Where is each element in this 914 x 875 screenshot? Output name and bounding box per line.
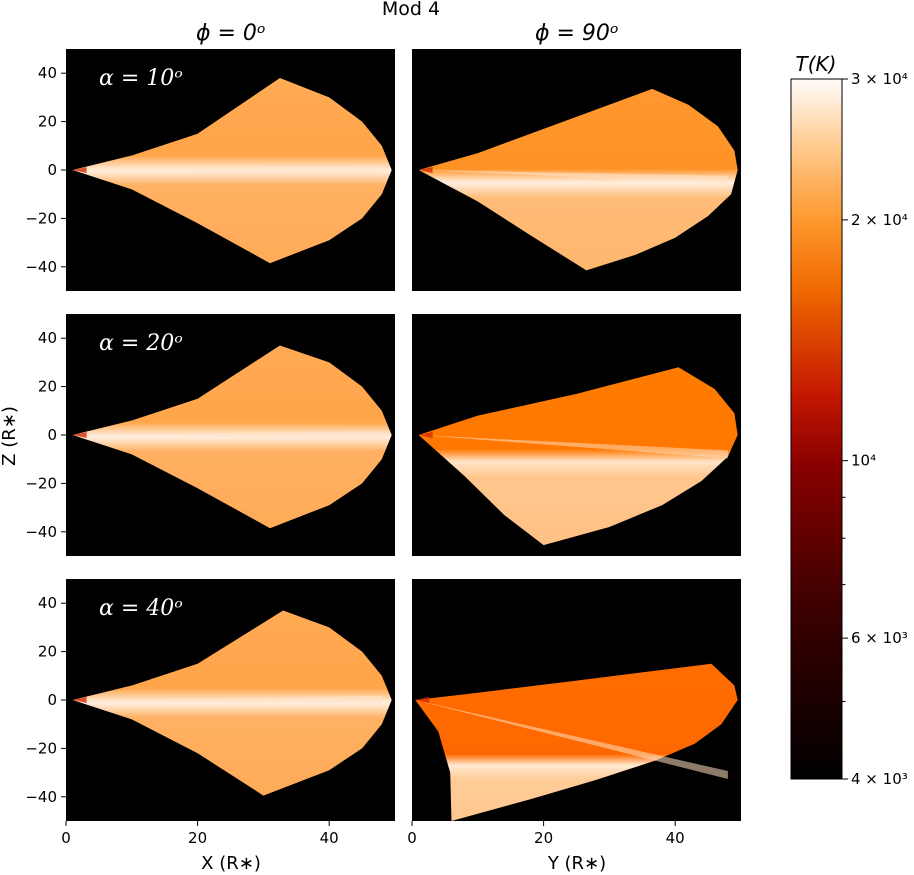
inner-hot-tip	[72, 167, 87, 173]
inner-hot-tip	[72, 697, 87, 703]
colorbar-tick-label: 4 × 10³	[851, 770, 908, 788]
x-tick-label: 0	[61, 829, 71, 847]
y-tick-label: −20	[25, 209, 57, 227]
y-tick-label: −40	[25, 523, 57, 541]
y-tick-label: 40	[38, 594, 57, 612]
y-tick-label: −40	[25, 788, 57, 806]
inner-hot-tip	[418, 432, 433, 438]
alpha-label: α = 40ᵒ	[99, 596, 183, 621]
y-tick-label: 20	[38, 113, 57, 131]
alpha-label: α = 20ᵒ	[99, 331, 183, 356]
column-title-phi-90: ϕ = 90ᵒ	[535, 21, 619, 46]
equatorial-streak	[72, 696, 382, 704]
colorbar-tick-label: 3 × 10⁴	[851, 70, 908, 88]
y-tick-label: 40	[38, 64, 57, 82]
wind-temperature-region	[72, 610, 392, 796]
inner-hot-tip	[415, 697, 430, 703]
wind-temperature-region	[418, 367, 738, 546]
equatorial-streak	[72, 431, 382, 439]
panel-r2-c1	[412, 579, 741, 821]
y-tick-label: 20	[38, 643, 57, 661]
equatorial-streak	[415, 700, 728, 780]
x-axis-label-left: X (R∗)	[201, 853, 261, 874]
x-tick-label: 0	[407, 829, 417, 847]
x-tick-label: 40	[666, 829, 685, 847]
colorbar: T(K) 3 × 10⁴ 2 × 10⁴ 10⁴ 6 × 10³ 4 × 10³	[790, 52, 908, 788]
alpha-label: α = 10ᵒ	[99, 66, 183, 91]
panel-r0-c1	[412, 49, 741, 291]
y-tick-label: −20	[25, 739, 57, 757]
y-tick-label: 0	[47, 426, 57, 444]
inner-hot-tip	[72, 432, 87, 438]
wind-temperature-region	[418, 88, 738, 271]
colorbar-tick-label: 10⁴	[851, 452, 876, 470]
y-tick-label: 20	[38, 378, 57, 396]
panel-r1-c0: α = 20ᵒ	[66, 314, 395, 556]
x-tick-label: 20	[188, 829, 207, 847]
colorbar-ticks: 3 × 10⁴ 2 × 10⁴ 10⁴ 6 × 10³ 4 × 10³	[842, 70, 908, 788]
colorbar-tick-label: 2 × 10⁴	[851, 211, 908, 229]
panel-r2-c0: α = 40ᵒ	[66, 579, 395, 821]
equatorial-streak	[418, 435, 728, 459]
suptitle: Mod 4	[382, 0, 440, 20]
equatorial-streak	[72, 166, 382, 174]
y-axis-ticks: 40 20 0 −20 −40 40 20 0 −20 −40 40 20 0 −20 −40	[25, 64, 66, 806]
y-axis-label: Z (R∗)	[0, 406, 20, 466]
x-axis-label-right: Y (R∗)	[547, 853, 606, 874]
y-tick-label: −20	[25, 474, 57, 492]
colorbar-gradient	[790, 78, 843, 780]
wind-temperature-region	[415, 663, 738, 821]
y-tick-label: 0	[47, 691, 57, 709]
colorbar-tick-label: 6 × 10³	[851, 629, 908, 647]
y-tick-label: 40	[38, 329, 57, 347]
column-title-phi-0: ϕ = 0ᵒ	[196, 21, 266, 46]
panel-r0-c0: α = 10ᵒ	[66, 49, 395, 291]
y-tick-label: −40	[25, 258, 57, 276]
x-tick-label: 40	[320, 829, 339, 847]
panel-grid: α = 10ᵒ α = 20ᵒ α = 40ᵒ	[66, 49, 741, 821]
x-tick-label: 20	[534, 829, 553, 847]
y-tick-label: 0	[47, 161, 57, 179]
x-axis-ticks: 0 20 40 0 20 40	[61, 821, 685, 847]
inner-hot-tip	[418, 167, 433, 173]
panel-r1-c1	[412, 314, 741, 556]
colorbar-label: T(K)	[796, 52, 837, 76]
equatorial-streak	[418, 170, 728, 184]
